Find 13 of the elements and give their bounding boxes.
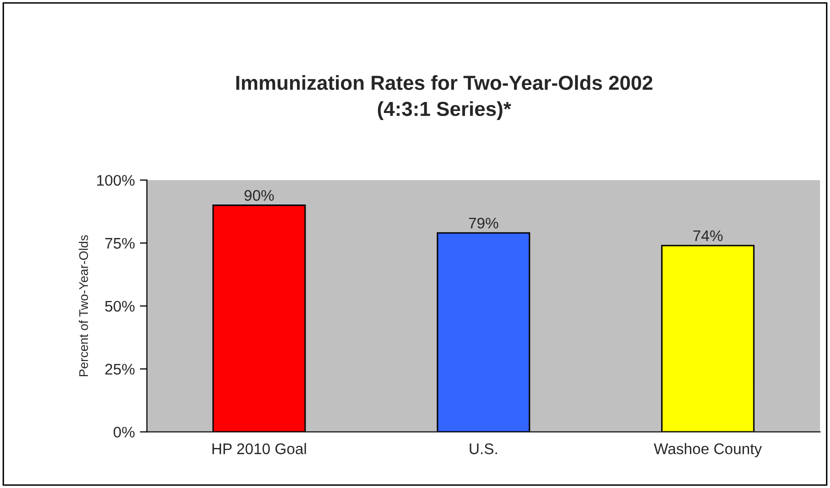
y-tick-label: 75% (105, 238, 135, 249)
y-tick-label: 25% (105, 364, 135, 375)
data-label: 79% (468, 218, 498, 229)
x-tick-label: Washoe County (654, 442, 762, 458)
data-label: 90% (244, 190, 274, 201)
y-tick-label: 100% (97, 174, 135, 186)
chart-title: Immunization Rates for Two-Year-Olds 2002 (4:3:1 Series)* (236, 75, 652, 120)
x-tick-label: HP 2010 Goal (212, 442, 306, 454)
data-label: 74% (693, 230, 723, 242)
y-tick-label: 0% (114, 426, 135, 438)
y-tick-label: 50% (105, 300, 135, 312)
x-tick-label: U.S. (470, 443, 497, 454)
y-axis-title: Percent of Two-Year-Olds (78, 235, 88, 376)
